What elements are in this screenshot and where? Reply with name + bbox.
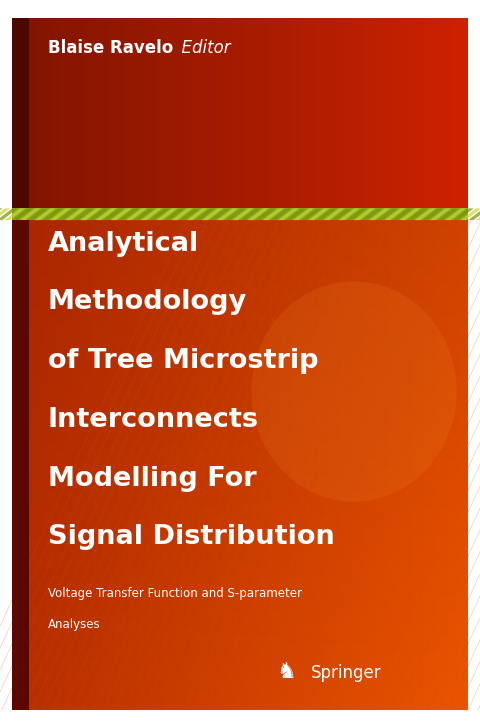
Polygon shape <box>255 208 276 220</box>
Text: Modelling For: Modelling For <box>48 465 256 491</box>
Polygon shape <box>339 208 360 220</box>
Text: Voltage Transfer Function and S-parameter: Voltage Transfer Function and S-paramete… <box>48 587 301 600</box>
Polygon shape <box>422 208 444 220</box>
Polygon shape <box>476 208 480 220</box>
Polygon shape <box>316 208 337 220</box>
Polygon shape <box>369 208 390 220</box>
Polygon shape <box>232 208 253 220</box>
Polygon shape <box>460 208 480 220</box>
Polygon shape <box>172 208 192 220</box>
Polygon shape <box>354 208 375 220</box>
Polygon shape <box>149 208 170 220</box>
Polygon shape <box>270 208 291 220</box>
Polygon shape <box>430 208 451 220</box>
Polygon shape <box>119 208 139 220</box>
Polygon shape <box>27 208 48 220</box>
Polygon shape <box>12 208 33 220</box>
Polygon shape <box>468 208 480 220</box>
Polygon shape <box>453 208 474 220</box>
Polygon shape <box>50 208 71 220</box>
Polygon shape <box>141 208 162 220</box>
Text: Interconnects: Interconnects <box>48 407 259 433</box>
Polygon shape <box>35 208 56 220</box>
Polygon shape <box>217 208 238 220</box>
Text: ♞: ♞ <box>276 662 297 682</box>
Polygon shape <box>263 208 284 220</box>
Polygon shape <box>347 208 367 220</box>
Polygon shape <box>407 208 428 220</box>
Ellipse shape <box>252 281 456 502</box>
Polygon shape <box>377 208 398 220</box>
Polygon shape <box>58 208 79 220</box>
Polygon shape <box>187 208 208 220</box>
Polygon shape <box>415 208 436 220</box>
Polygon shape <box>384 208 406 220</box>
Bar <box>12 208 468 220</box>
Text: Editor: Editor <box>171 39 230 57</box>
Polygon shape <box>445 208 466 220</box>
Polygon shape <box>301 208 322 220</box>
Polygon shape <box>331 208 352 220</box>
Polygon shape <box>399 208 420 220</box>
Polygon shape <box>278 208 299 220</box>
Text: Blaise Ravelo: Blaise Ravelo <box>48 39 173 57</box>
Text: Signal Distribution: Signal Distribution <box>48 524 334 550</box>
Polygon shape <box>0 208 2 220</box>
Polygon shape <box>133 208 155 220</box>
Polygon shape <box>0 208 18 220</box>
Polygon shape <box>225 208 246 220</box>
Polygon shape <box>0 208 10 220</box>
Polygon shape <box>156 208 178 220</box>
Polygon shape <box>392 208 413 220</box>
Polygon shape <box>126 208 147 220</box>
Polygon shape <box>4 208 25 220</box>
Polygon shape <box>164 208 185 220</box>
Polygon shape <box>361 208 383 220</box>
Polygon shape <box>73 208 94 220</box>
Polygon shape <box>111 208 132 220</box>
Polygon shape <box>103 208 124 220</box>
Polygon shape <box>248 208 269 220</box>
Polygon shape <box>80 208 101 220</box>
Polygon shape <box>308 208 329 220</box>
Polygon shape <box>88 208 109 220</box>
Polygon shape <box>194 208 216 220</box>
Polygon shape <box>179 208 200 220</box>
Polygon shape <box>438 208 458 220</box>
Polygon shape <box>20 208 41 220</box>
Polygon shape <box>42 208 63 220</box>
Polygon shape <box>286 208 307 220</box>
Polygon shape <box>293 208 314 220</box>
Polygon shape <box>202 208 223 220</box>
Text: Analyses: Analyses <box>48 617 100 630</box>
Polygon shape <box>324 208 345 220</box>
Text: Springer: Springer <box>311 664 381 682</box>
Text: Analytical: Analytical <box>48 231 199 256</box>
Polygon shape <box>65 208 86 220</box>
Text: Methodology: Methodology <box>48 289 247 315</box>
Text: of Tree Microstrip: of Tree Microstrip <box>48 348 318 374</box>
Polygon shape <box>240 208 261 220</box>
Polygon shape <box>96 208 117 220</box>
Polygon shape <box>210 208 230 220</box>
